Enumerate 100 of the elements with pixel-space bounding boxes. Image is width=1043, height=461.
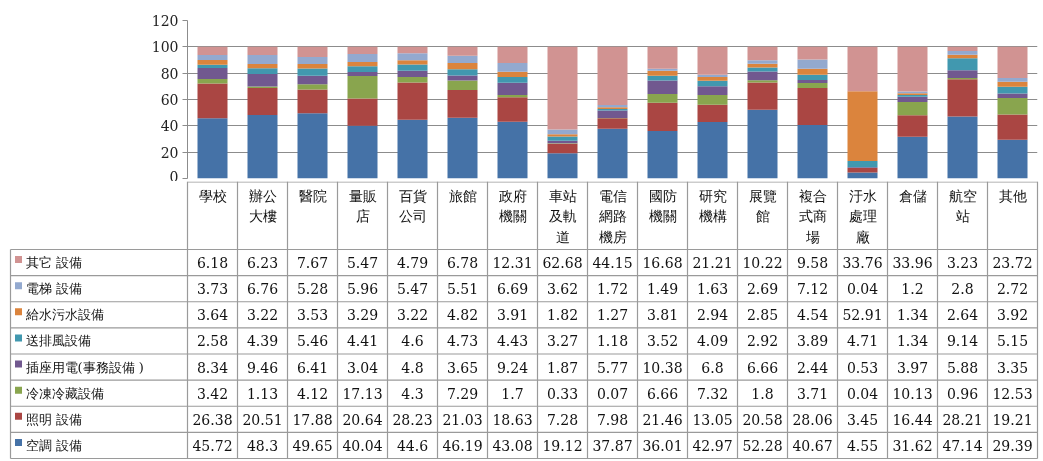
data-label: 3.64 bbox=[196, 307, 229, 324]
data-label: 5.47 bbox=[346, 255, 379, 272]
data-label: 6.66 bbox=[646, 385, 679, 402]
data-label: 1.13 bbox=[246, 385, 279, 402]
data-label: 20.58 bbox=[742, 411, 783, 428]
data-label: 1.2 bbox=[901, 281, 924, 298]
data-label: 16.44 bbox=[892, 411, 933, 428]
data-label: 7.28 bbox=[546, 411, 579, 428]
data-label: 0.53 bbox=[846, 359, 879, 376]
legend-label: 照明 設備 bbox=[25, 411, 82, 427]
data-label: 0.96 bbox=[946, 385, 979, 402]
data-label: 5.15 bbox=[996, 333, 1029, 350]
data-label: 3.71 bbox=[796, 385, 829, 402]
data-label: 21.21 bbox=[692, 255, 733, 272]
x-tick-label: 倉儲 bbox=[898, 187, 927, 204]
data-label: 3.53 bbox=[296, 307, 329, 324]
data-label: 4.43 bbox=[496, 333, 529, 350]
data-label: 33.96 bbox=[892, 255, 933, 272]
data-label: 45.72 bbox=[192, 437, 233, 454]
data-label: 28.21 bbox=[942, 411, 983, 428]
data-label: 3.92 bbox=[996, 307, 1029, 324]
data-label: 4.54 bbox=[796, 307, 829, 324]
data-label: 26.38 bbox=[192, 411, 233, 428]
x-tick-label: 複合式商場 bbox=[798, 187, 827, 246]
x-tick-label: 政府機關 bbox=[498, 187, 527, 225]
data-label: 5.47 bbox=[396, 281, 429, 298]
legend-label: 空調 設備 bbox=[25, 437, 82, 453]
data-label: 2.64 bbox=[946, 307, 979, 324]
data-label: 4.8 bbox=[401, 359, 424, 376]
data-label: 28.23 bbox=[392, 411, 433, 428]
data-label: 7.12 bbox=[796, 281, 829, 298]
data-label: 40.67 bbox=[792, 437, 833, 454]
data-label: 31.62 bbox=[892, 437, 933, 454]
data-label: 1.34 bbox=[896, 307, 929, 324]
data-label: 0.33 bbox=[546, 385, 579, 402]
data-label: 1.34 bbox=[896, 333, 929, 350]
data-label: 5.28 bbox=[296, 281, 329, 298]
data-label: 3.52 bbox=[646, 333, 679, 350]
data-label: 18.63 bbox=[492, 411, 533, 428]
data-label: 2.72 bbox=[996, 281, 1029, 298]
data-label: 5.51 bbox=[446, 281, 479, 298]
data-label: 1.72 bbox=[596, 281, 629, 298]
data-label: 29.39 bbox=[992, 437, 1033, 454]
data-label: 6.18 bbox=[196, 255, 229, 272]
data-label: 1.7 bbox=[501, 385, 524, 402]
y-tick-label: 20 bbox=[160, 144, 179, 161]
x-tick-label: 展覽館 bbox=[748, 187, 777, 225]
data-label: 3.81 bbox=[646, 307, 679, 324]
data-label: 40.04 bbox=[342, 437, 383, 454]
data-label: 19.12 bbox=[542, 437, 583, 454]
data-label: 47.14 bbox=[942, 437, 983, 454]
data-label: 4.41 bbox=[346, 333, 379, 350]
data-label: 12.31 bbox=[492, 255, 533, 272]
data-label: 33.76 bbox=[842, 255, 883, 272]
data-label: 19.21 bbox=[992, 411, 1033, 428]
data-label: 1.87 bbox=[546, 359, 579, 376]
data-label: 1.8 bbox=[751, 385, 774, 402]
data-label: 0.07 bbox=[596, 385, 629, 402]
data-label: 7.67 bbox=[296, 255, 329, 272]
data-label: 1.18 bbox=[596, 333, 629, 350]
data-label: 3.23 bbox=[946, 255, 979, 272]
data-label: 3.35 bbox=[996, 359, 1029, 376]
data-label: 21.46 bbox=[642, 411, 683, 428]
data-label: 5.77 bbox=[596, 359, 629, 376]
data-label: 0.04 bbox=[846, 281, 879, 298]
data-label: 3.45 bbox=[846, 411, 879, 428]
data-label: 49.65 bbox=[292, 437, 333, 454]
data-label: 9.24 bbox=[496, 359, 529, 376]
data-label: 36.01 bbox=[642, 437, 683, 454]
y-tick-label: 80 bbox=[160, 65, 179, 82]
data-label: 4.79 bbox=[396, 255, 429, 272]
y-tick-label: 100 bbox=[151, 39, 179, 56]
data-label: 2.92 bbox=[746, 333, 779, 350]
data-label: 17.13 bbox=[342, 385, 383, 402]
data-label: 48.3 bbox=[246, 437, 279, 454]
data-label: 44.6 bbox=[396, 437, 429, 454]
data-label: 21.03 bbox=[442, 411, 483, 428]
data-label: 3.29 bbox=[346, 307, 379, 324]
data-label: 2.85 bbox=[746, 307, 779, 324]
data-label: 7.32 bbox=[696, 385, 729, 402]
data-label: 10.38 bbox=[642, 359, 683, 376]
data-label: 3.62 bbox=[546, 281, 579, 298]
data-label: 3.04 bbox=[346, 359, 379, 376]
data-label: 37.87 bbox=[592, 437, 633, 454]
data-label: 12.53 bbox=[992, 385, 1033, 402]
data-label: 52.28 bbox=[742, 437, 783, 454]
x-tick-label: 車站及軌道 bbox=[548, 187, 577, 246]
y-tick-label: 40 bbox=[160, 118, 179, 135]
data-label: 4.82 bbox=[446, 307, 479, 324]
data-label: 43.08 bbox=[492, 437, 533, 454]
data-label: 2.58 bbox=[196, 333, 229, 350]
data-label: 3.22 bbox=[396, 307, 429, 324]
data-label: 2.44 bbox=[796, 359, 829, 376]
legend-label: 其它 設備 bbox=[25, 255, 82, 271]
x-tick-label: 量販店 bbox=[348, 187, 377, 225]
data-label: 5.46 bbox=[296, 333, 329, 350]
x-tick-label: 汙水處理廠 bbox=[848, 187, 877, 246]
data-label: 3.42 bbox=[196, 385, 229, 402]
data-label: 16.68 bbox=[642, 255, 683, 272]
data-label: 9.14 bbox=[946, 333, 979, 350]
